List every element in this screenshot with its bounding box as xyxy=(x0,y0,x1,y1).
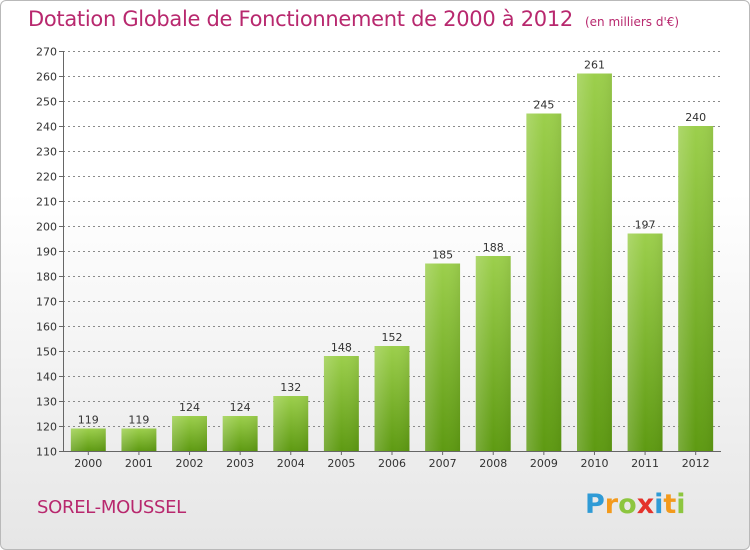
y-tick-label: 120 xyxy=(36,421,57,434)
y-tick-label: 180 xyxy=(36,271,57,284)
x-tick-label-2000: 2000 xyxy=(74,457,102,470)
y-tick-label: 150 xyxy=(36,346,57,359)
commune-name: SOREL-MOUSSEL xyxy=(37,497,186,518)
y-tick-label: 270 xyxy=(36,46,57,59)
data-label-2008: 188 xyxy=(483,241,504,254)
y-tick-label: 240 xyxy=(36,121,57,134)
chart-title-text: Dotation Globale de Fonctionnement de 20… xyxy=(28,7,573,31)
bar-shine-2001 xyxy=(121,428,157,451)
chart-title: Dotation Globale de Fonctionnement de 20… xyxy=(28,7,679,31)
bars xyxy=(70,73,714,451)
data-label-2001: 119 xyxy=(128,414,149,427)
chart-subtitle: (en milliers d'€) xyxy=(584,15,680,29)
x-tick-label-2012: 2012 xyxy=(682,457,710,470)
y-tick-label: 160 xyxy=(36,321,57,334)
x-tick-label-2010: 2010 xyxy=(580,457,608,470)
y-tick-label: 190 xyxy=(36,246,57,259)
y-tick-label: 170 xyxy=(36,296,57,309)
y-tick-label: 130 xyxy=(36,396,57,409)
y-tick-label: 140 xyxy=(36,371,57,384)
x-tick-label-2005: 2005 xyxy=(327,457,355,470)
data-label-2010: 261 xyxy=(584,59,605,72)
bar-shine-2008 xyxy=(475,256,511,451)
bar-shine-2011 xyxy=(627,233,663,451)
data-label-2007: 185 xyxy=(432,249,453,262)
data-label-2002: 124 xyxy=(179,401,200,414)
x-tick-label-2004: 2004 xyxy=(277,457,305,470)
bar-shine-2004 xyxy=(273,396,309,451)
data-label-2000: 119 xyxy=(78,414,99,427)
bar-shine-2009 xyxy=(526,113,562,451)
y-tick-label: 230 xyxy=(36,146,57,159)
bar-shine-2003 xyxy=(222,416,258,451)
x-tick-label-2002: 2002 xyxy=(176,457,204,470)
data-label-2011: 197 xyxy=(635,219,656,232)
x-tick-label-2001: 2001 xyxy=(125,457,153,470)
y-tick-label: 250 xyxy=(36,96,57,109)
bar-shine-2007 xyxy=(425,263,461,451)
axes xyxy=(59,51,721,455)
labels: 110 120 130 140 150 160 170 180 190 200 210 220 230 2… xyxy=(36,46,710,471)
x-tick-label-2007: 2007 xyxy=(429,457,457,470)
proxiti-logo: Proxiti xyxy=(585,489,686,520)
y-tick-label: 260 xyxy=(36,71,57,84)
bar-shine-2006 xyxy=(374,346,410,451)
x-tick-label-2006: 2006 xyxy=(378,457,406,470)
y-tick-label: 210 xyxy=(36,196,57,209)
data-label-2012: 240 xyxy=(685,111,706,124)
y-tick-label: 110 xyxy=(36,446,57,459)
bar-shine-2010 xyxy=(576,73,612,451)
data-label-2005: 148 xyxy=(331,341,352,354)
data-label-2004: 132 xyxy=(280,381,301,394)
x-tick-label-2011: 2011 xyxy=(631,457,659,470)
bar-shine-2002 xyxy=(172,416,208,451)
x-tick-label-2008: 2008 xyxy=(479,457,507,470)
data-label-2009: 245 xyxy=(533,99,554,112)
x-tick-label-2003: 2003 xyxy=(226,457,254,470)
y-tick-label: 220 xyxy=(36,171,57,184)
x-tick-label-2009: 2009 xyxy=(530,457,558,470)
data-label-2003: 124 xyxy=(230,401,251,414)
bar-shine-2012 xyxy=(678,126,714,451)
y-tick-label: 200 xyxy=(36,221,57,234)
bar-shine-2005 xyxy=(323,356,359,451)
data-label-2006: 152 xyxy=(382,331,403,344)
bar-shine-2000 xyxy=(70,428,106,451)
